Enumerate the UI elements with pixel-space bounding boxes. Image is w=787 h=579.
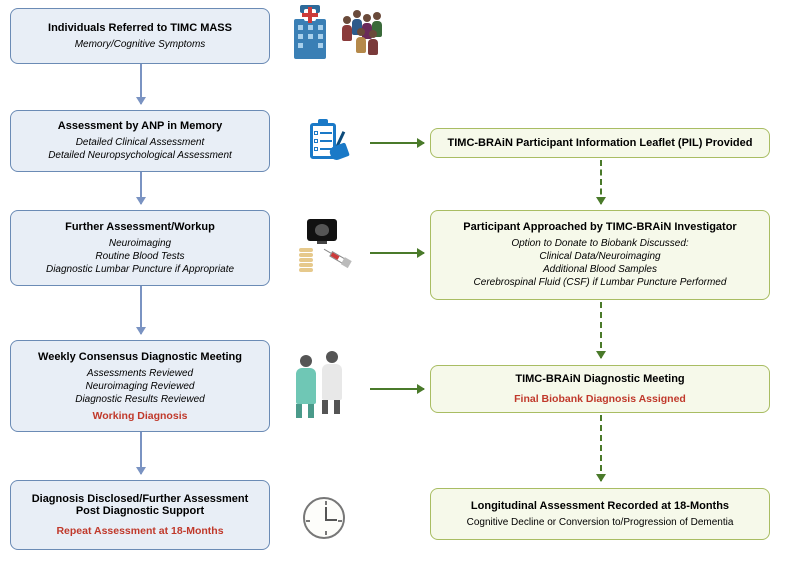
detail: Assessments Reviewed — [87, 367, 193, 380]
arrow-down-icon — [140, 286, 142, 334]
doctors-icon — [292, 348, 356, 420]
box-consensus-meeting: Weekly Consensus Diagnostic Meeting Asse… — [10, 340, 270, 432]
red-text: Working Diagnosis — [93, 410, 188, 422]
detail: Neuroimaging — [109, 237, 171, 250]
clock-icon — [300, 494, 348, 542]
arrow-down-icon — [140, 64, 142, 104]
title: Weekly Consensus Diagnostic Meeting — [38, 351, 242, 363]
title: Participant Approached by TIMC-BRAiN Inv… — [463, 221, 736, 233]
title: Diagnosis Disclosed/Further Assessment — [32, 493, 249, 505]
arrow-dash-down-icon — [600, 415, 602, 481]
detail: Additional Blood Samples — [543, 263, 657, 276]
detail: Detailed Neuropsychological Assessment — [48, 149, 232, 162]
arrow-down-icon — [140, 432, 142, 474]
box-further-workup: Further Assessment/Workup Neuroimaging R… — [10, 210, 270, 286]
clipboard-icon — [298, 114, 354, 170]
arrow-right-icon — [370, 252, 424, 254]
box-brain-diagnostic: TIMC-BRAiN Diagnostic Meeting Final Biob… — [430, 365, 770, 413]
title: Longitudinal Assessment Recorded at 18-M… — [471, 500, 729, 512]
detail: Clinical Data/Neuroimaging — [539, 250, 660, 263]
detail: Cognitive Decline or Conversion to/Progr… — [467, 516, 734, 529]
title: TIMC-BRAiN Participant Information Leafl… — [448, 137, 753, 149]
detail: Diagnostic Results Reviewed — [75, 393, 205, 406]
box-longitudinal: Longitudinal Assessment Recorded at 18-M… — [430, 488, 770, 540]
detail: Routine Blood Tests — [95, 250, 184, 263]
arrow-down-icon — [140, 172, 142, 204]
title2: Post Diagnostic Support — [76, 505, 204, 517]
hospital-icon — [285, 6, 335, 62]
title: Assessment by ANP in Memory — [58, 120, 222, 132]
detail: Memory/Cognitive Symptoms — [75, 38, 206, 51]
box-participant-approached: Participant Approached by TIMC-BRAiN Inv… — [430, 210, 770, 300]
arrow-right-icon — [370, 388, 424, 390]
arrow-dash-down-icon — [600, 302, 602, 358]
box-referral: Individuals Referred to TIMC MASS Memory… — [10, 8, 270, 64]
box-pil-provided: TIMC-BRAiN Participant Information Leafl… — [430, 128, 770, 158]
detail: Detailed Clinical Assessment — [76, 136, 205, 149]
red-text: Final Biobank Diagnosis Assigned — [514, 393, 686, 405]
box-diagnosis-disclosed: Diagnosis Disclosed/Further Assessment P… — [10, 480, 270, 550]
detail: Neuroimaging Reviewed — [86, 380, 195, 393]
detail: Cerebrospinal Fluid (CSF) if Lumbar Punc… — [474, 276, 727, 289]
arrow-right-icon — [370, 142, 424, 144]
red-text: Repeat Assessment at 18-Months — [56, 525, 223, 537]
arrow-dash-down-icon — [600, 160, 602, 204]
workup-icon — [288, 214, 358, 280]
people-group-icon — [340, 6, 390, 62]
detail: Diagnostic Lumbar Puncture if Appropriat… — [46, 263, 234, 276]
box-assessment-anp: Assessment by ANP in Memory Detailed Cli… — [10, 110, 270, 172]
detail: Option to Donate to Biobank Discussed: — [511, 237, 688, 250]
title: Individuals Referred to TIMC MASS — [48, 22, 232, 34]
title: TIMC-BRAiN Diagnostic Meeting — [515, 373, 684, 385]
title: Further Assessment/Workup — [65, 221, 215, 233]
